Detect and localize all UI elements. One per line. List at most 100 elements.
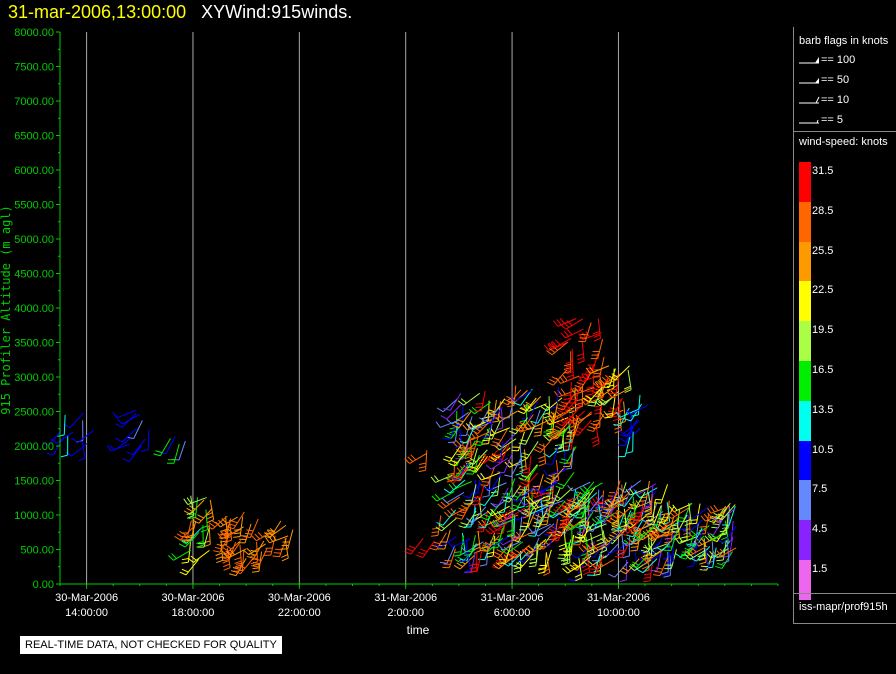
barb-flag [605,416,613,419]
wind-barb [706,504,731,514]
barb-flag [576,353,584,357]
barb-flag [664,537,672,540]
barb-flag [257,531,264,538]
barb-flag [713,504,719,511]
barb-staff [69,412,85,428]
barb-flag [181,540,188,545]
barb-flag [592,330,600,335]
barb-flag [626,534,634,538]
barb-flag [530,420,538,424]
barb-flag [641,565,649,570]
barb-flag [475,403,483,405]
speed-color-swatch [799,162,811,202]
barb-flag [687,552,694,558]
barb-flag [431,534,439,537]
barb-flag [519,407,527,412]
wind-barb [646,499,656,522]
barb-flag [215,556,223,560]
barb-flag [187,514,194,519]
barb-flag [469,421,475,428]
x-axis-ticks: 30-Mar-2006 14:00:00 30-Mar-2006 18:00:00 30… [55,584,779,619]
barb-flag [550,406,558,409]
barb-flag [603,508,611,511]
barb-flag [548,474,556,479]
wind-barbs [41,317,737,583]
barb-flag [658,518,666,521]
wind-barb [521,401,538,421]
wind-barb [457,392,481,406]
barb-flag [661,516,669,519]
barb-flag [655,530,661,538]
wind-barb [511,431,525,452]
wind-barb [487,445,507,463]
barb-flag [407,456,414,463]
wind-barb [235,550,245,573]
wind-barb [550,522,567,542]
barb-flag [696,538,703,545]
barb-flag [610,501,617,506]
barb-staff [478,410,489,429]
barb-flag [589,366,595,373]
barb-flag [654,570,662,573]
barb-flag [639,500,647,502]
barb-flag [494,437,502,441]
wind-barb [706,517,725,536]
barb-flag [690,529,696,536]
wind-barb [459,424,476,444]
barb-flag [595,506,603,509]
barb-flag [153,453,161,457]
wind-barb [539,494,557,514]
barb-flag [611,373,619,378]
barb-flag [699,569,707,571]
barb-flag [491,554,499,559]
barb-flag [263,535,271,539]
barb-flag [408,545,416,549]
wind-barb [547,423,568,440]
barb-flag [576,516,584,519]
wind-barb [78,438,86,462]
wind-barb [517,486,526,509]
barb-flag [596,541,604,546]
wind-barb [192,508,213,524]
barb-staff [193,550,210,563]
barb-flag [623,385,631,390]
wind-barb [587,555,601,576]
barb-flag [491,521,497,528]
barb-flag [530,491,536,498]
barb-flag [517,410,525,415]
barb-flag [478,520,484,528]
barb-staff [516,488,533,502]
wind-barb [564,501,588,513]
barb-flag [281,557,289,562]
barb-flag [469,457,477,463]
barb-staff [472,506,487,523]
wind-barb [436,509,457,526]
barb-flag [566,417,573,423]
barb-flag [609,392,617,395]
barb-flag [566,329,573,336]
barb-staff [712,547,717,568]
barb-flag [462,494,470,499]
barb-flag [606,519,614,525]
barb-flag [577,385,583,393]
barb-flag [624,526,631,531]
barb-flag [543,533,552,536]
barb-flag [553,532,562,535]
wind-barb [644,494,653,517]
y-tick-label: 8000.00 [14,27,54,39]
barb-flag-legend-item: == 50 [799,74,849,86]
wind-barb [116,413,140,425]
barb-flag [711,515,719,520]
barb-flag [225,544,232,550]
speed-color-swatch [799,560,811,600]
barb-staff [495,494,513,508]
barb-flag [459,441,467,444]
barb-flag [684,550,691,556]
barb-flag-label: == 5 [821,114,844,126]
barb-flag [535,514,543,519]
wind-barb [522,495,531,519]
wind-barb [530,489,554,498]
barb-flag [485,464,492,470]
barb-flag [416,554,424,558]
barb-flag [482,495,490,498]
